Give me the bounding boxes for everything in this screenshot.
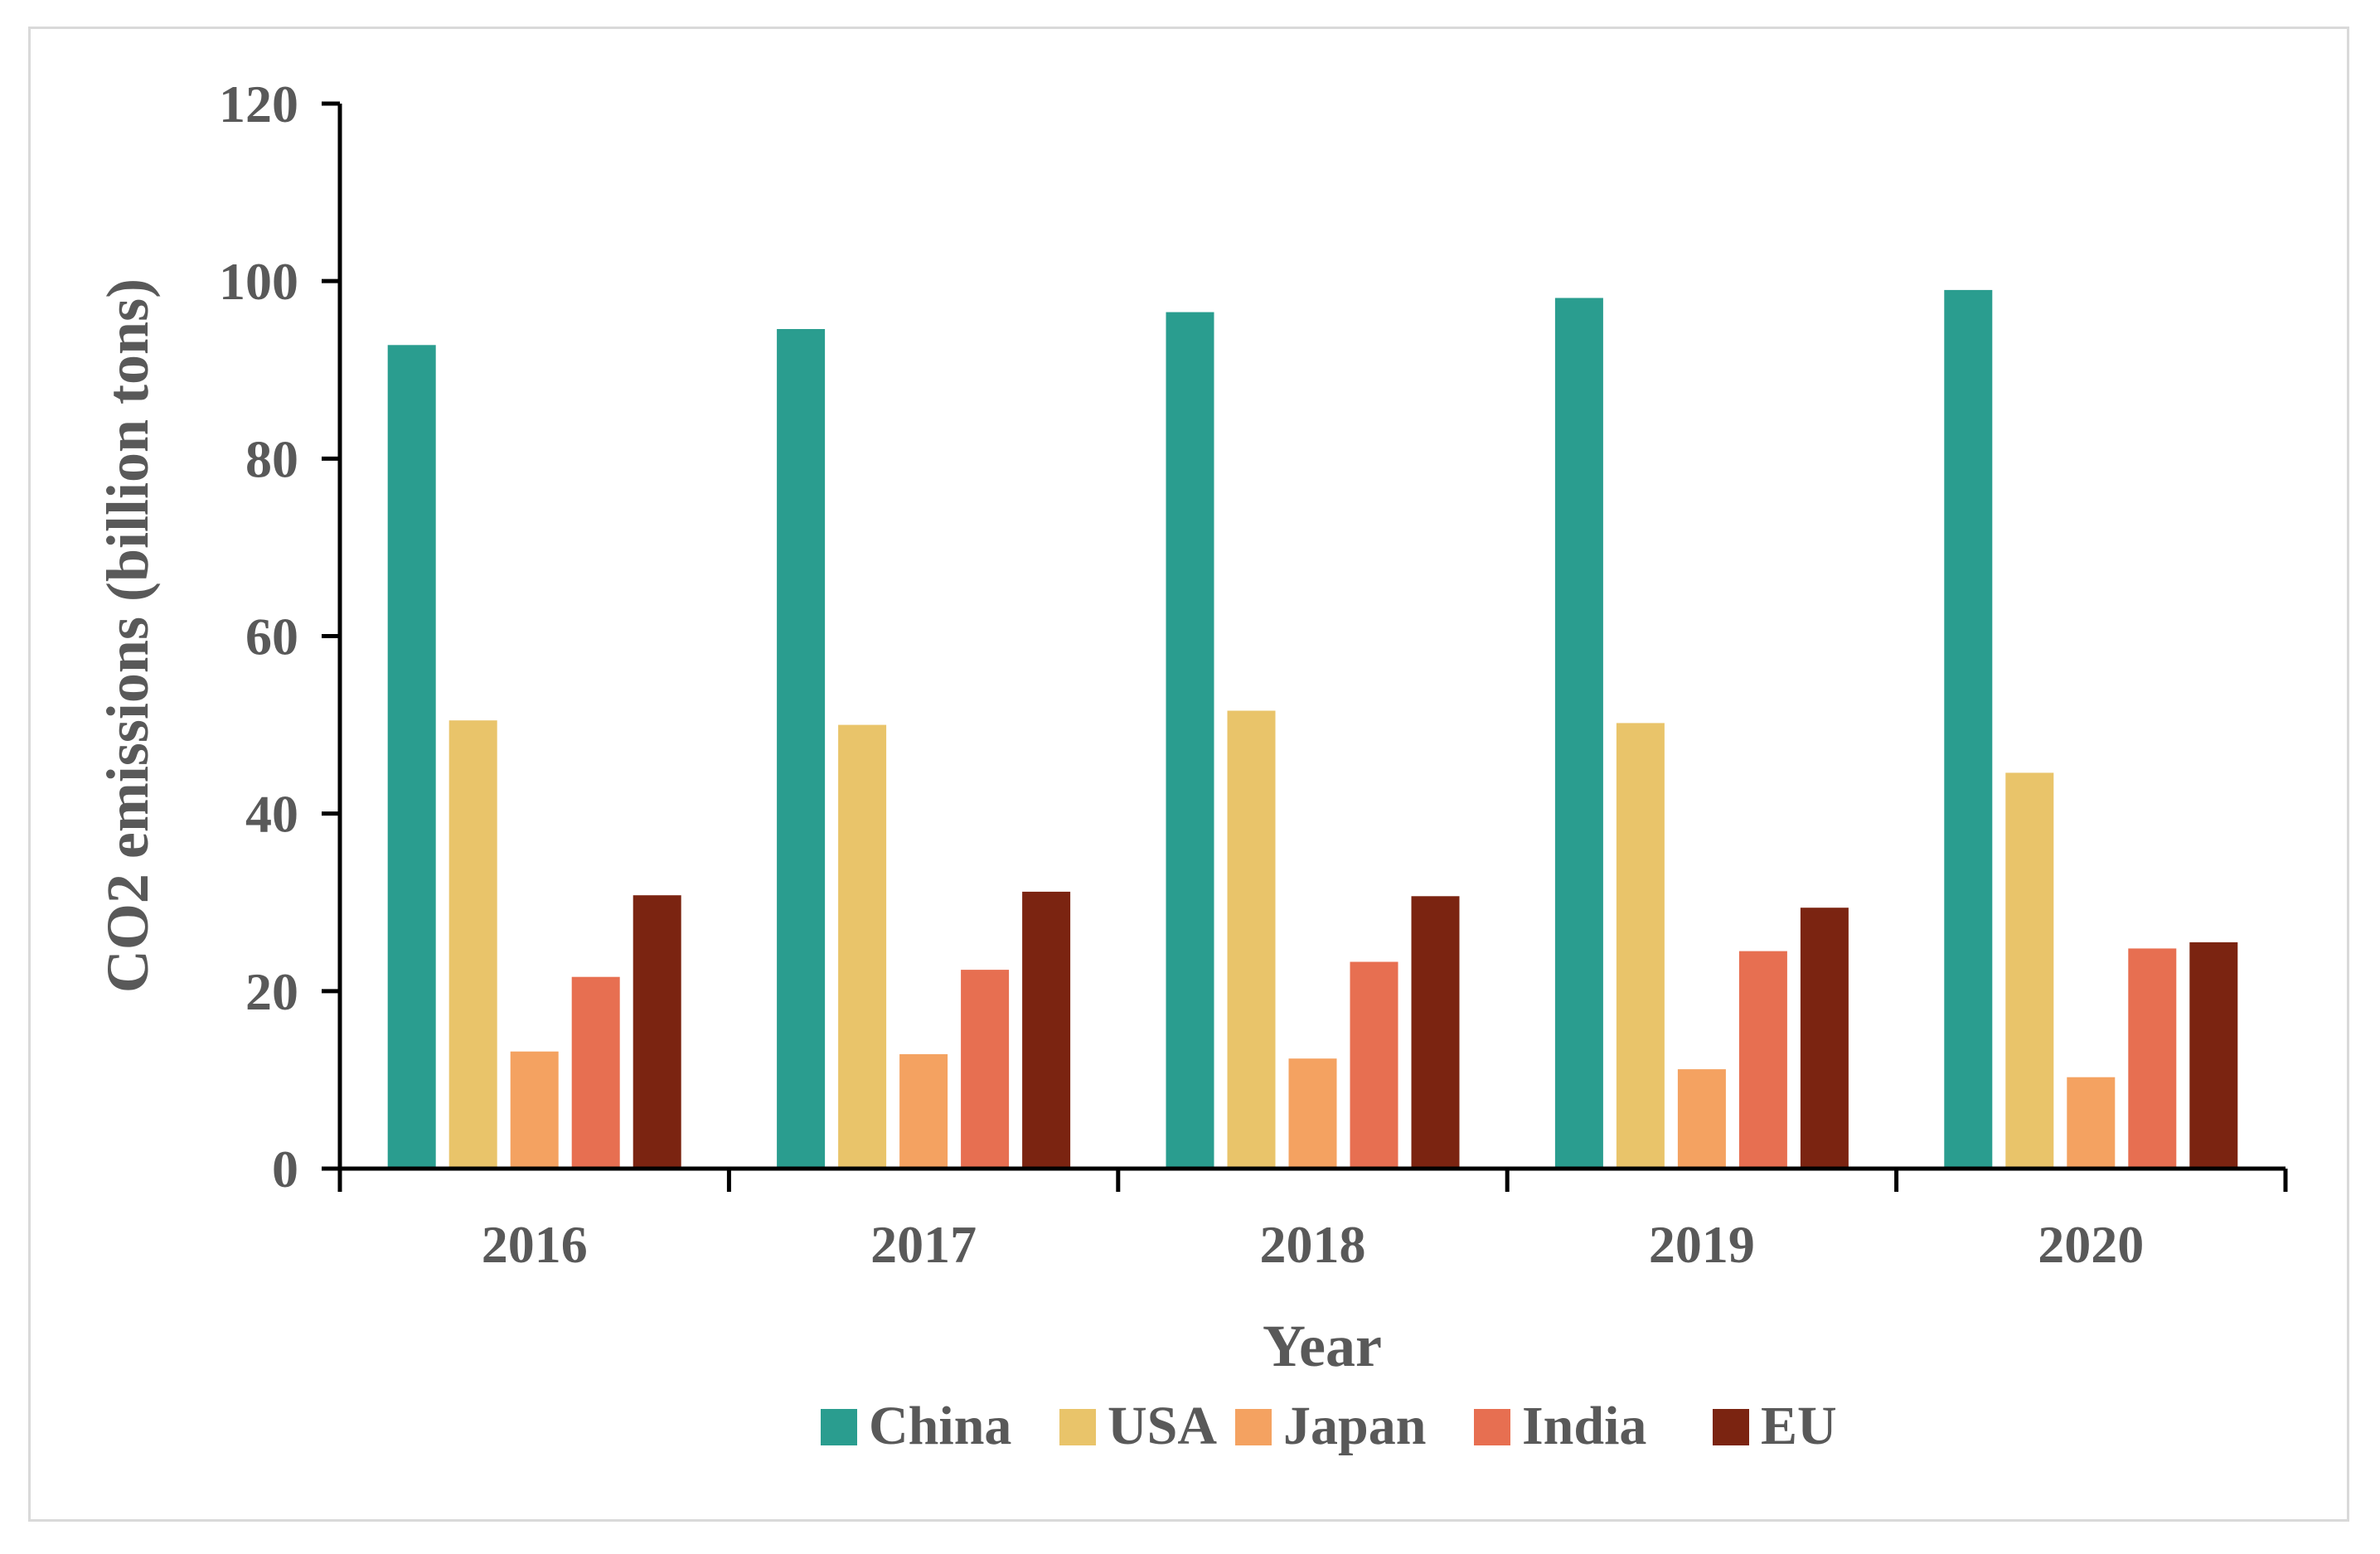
- bar-china-2019: [1554, 298, 1603, 1169]
- bar-india-2017: [961, 970, 1010, 1169]
- bar-japan-2018: [1288, 1058, 1337, 1169]
- bar-china-2018: [1166, 312, 1214, 1169]
- bar-japan-2016: [510, 1051, 559, 1169]
- bar-usa-2016: [448, 720, 497, 1169]
- legend-label-eu: EU: [1761, 1396, 1837, 1456]
- legend: China USA Japan India EU: [821, 1396, 1837, 1456]
- legend-label-china: China: [869, 1396, 1011, 1456]
- y-tick-label-40: 40: [245, 785, 298, 844]
- x-tick-label-2018: 2018: [1260, 1215, 1366, 1274]
- bar-india-2018: [1350, 961, 1398, 1169]
- bar-eu-2020: [2189, 942, 2238, 1169]
- bar-india-2019: [1738, 951, 1787, 1169]
- bar-eu-2016: [633, 895, 681, 1169]
- legend-item-india: India: [1474, 1396, 1646, 1456]
- legend-swatch-eu: [1713, 1409, 1749, 1445]
- bar-usa-2019: [1616, 723, 1665, 1169]
- legend-swatch-india: [1474, 1409, 1510, 1445]
- bar-usa-2020: [2005, 772, 2054, 1169]
- bars-layer: [387, 289, 2238, 1169]
- bar-eu-2017: [1022, 891, 1071, 1169]
- x-tick-label-2016: 2016: [482, 1215, 588, 1274]
- x-tick-label-2019: 2019: [1649, 1215, 1755, 1274]
- y-tick-label-100: 100: [219, 252, 298, 311]
- legend-swatch-japan: [1235, 1409, 1272, 1445]
- bar-china-2020: [1944, 289, 1993, 1169]
- axes-layer: [322, 101, 2288, 1192]
- bar-china-2017: [777, 329, 826, 1169]
- bar-india-2016: [571, 976, 620, 1169]
- y-axis-title: CO2 emissions (billion tons): [95, 278, 161, 993]
- bar-usa-2018: [1227, 710, 1276, 1169]
- bar-eu-2018: [1411, 896, 1460, 1169]
- legend-item-usa: USA: [1059, 1396, 1217, 1456]
- x-tick-label-2017: 2017: [870, 1215, 977, 1274]
- bar-eu-2019: [1800, 908, 1849, 1169]
- legend-item-japan: Japan: [1235, 1396, 1426, 1456]
- legend-swatch-usa: [1059, 1409, 1096, 1445]
- legend-swatch-china: [821, 1409, 857, 1445]
- y-tick-label-0: 0: [272, 1140, 298, 1198]
- y-tick-label-120: 120: [219, 75, 298, 133]
- legend-item-china: China: [821, 1396, 1011, 1456]
- y-tick-label-80: 80: [245, 429, 298, 488]
- bar-japan-2019: [1677, 1069, 1726, 1169]
- legend-label-india: India: [1522, 1396, 1646, 1456]
- legend-item-eu: EU: [1713, 1396, 1837, 1456]
- legend-label-japan: Japan: [1283, 1396, 1426, 1456]
- x-axis-title: Year: [1263, 1313, 1382, 1379]
- bar-japan-2017: [899, 1053, 948, 1169]
- x-tick-label-2020: 2020: [2038, 1215, 2144, 1274]
- bar-usa-2017: [838, 724, 887, 1169]
- bar-china-2016: [387, 345, 436, 1169]
- bar-india-2020: [2128, 948, 2177, 1169]
- labels-layer: 0 20 40 60 80 100 120 2016 2017 2018 2019 2020: [219, 75, 2144, 1274]
- legend-label-usa: USA: [1108, 1396, 1217, 1456]
- y-tick-label-60: 60: [245, 608, 298, 666]
- y-tick-label-20: 20: [245, 962, 298, 1021]
- bar-japan-2020: [2067, 1077, 2116, 1169]
